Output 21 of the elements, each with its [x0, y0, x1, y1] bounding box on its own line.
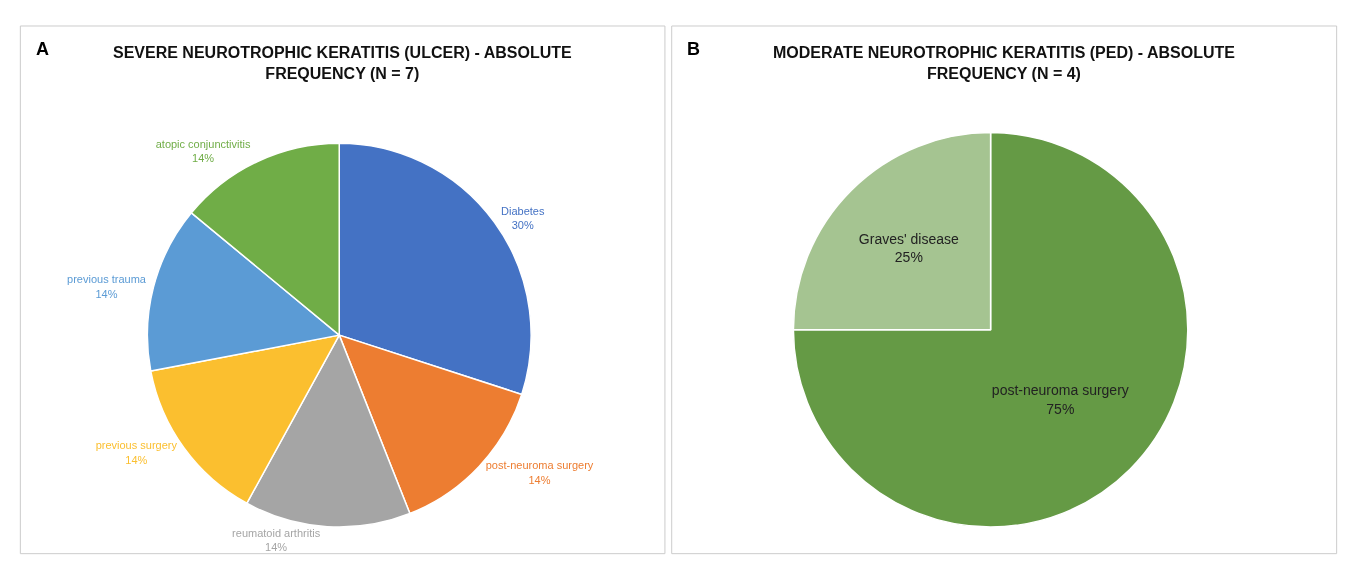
data-label: 14%: [528, 473, 551, 486]
slice-label: Graves' disease: [858, 231, 959, 248]
slice-label: previous surgery: [95, 439, 178, 452]
pie-slice: [792, 131, 1189, 528]
text: A: [36, 39, 49, 59]
slice-label: post-neuroma surgery: [991, 382, 1129, 399]
data-label: 75%: [1046, 400, 1075, 417]
data-label: 14%: [95, 287, 118, 300]
data-label: 14%: [265, 540, 288, 553]
slice-label: reumatoid arthritis: [232, 526, 321, 539]
chart-title: SEVERE NEUROTROPHIC KERATITIS (ULCER) - ABSOLUTE FREQUENCY (N = 7): [113, 44, 573, 82]
text: B: [687, 39, 700, 59]
data-label: 25%: [894, 249, 923, 266]
slice-label: post-neuroma surgery: [485, 459, 594, 472]
slice-label: atopic conjunctivitis: [155, 137, 251, 150]
slice-label: Diabetes: [501, 204, 545, 217]
data-label: 30%: [511, 218, 534, 231]
chart-title: MODERATE NEUROTROPHIC KERATITIS (PED) - ABSOLUTE FREQUENCY (N = 4): [773, 44, 1236, 82]
slice-label: previous trauma: [67, 273, 147, 286]
data-label: 14%: [192, 151, 215, 164]
data-label: 14%: [125, 453, 148, 466]
